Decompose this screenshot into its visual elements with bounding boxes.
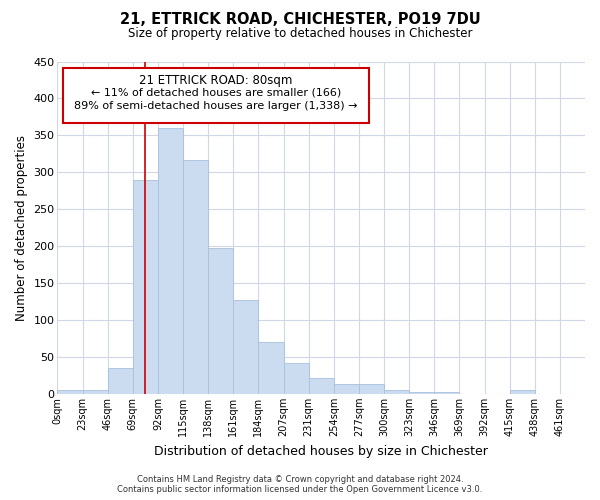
Bar — [334, 384, 359, 394]
Bar — [183, 160, 208, 394]
Bar — [509, 390, 535, 394]
Y-axis label: Number of detached properties: Number of detached properties — [15, 134, 28, 320]
Text: ← 11% of detached houses are smaller (166): ← 11% of detached houses are smaller (16… — [91, 88, 341, 98]
Bar — [308, 378, 334, 394]
Bar — [108, 368, 133, 394]
X-axis label: Distribution of detached houses by size in Chichester: Distribution of detached houses by size … — [154, 444, 488, 458]
Bar — [58, 390, 83, 394]
Bar — [409, 392, 434, 394]
Bar — [158, 128, 183, 394]
Bar — [434, 392, 460, 394]
Bar — [384, 390, 409, 394]
FancyBboxPatch shape — [63, 68, 369, 123]
Text: 89% of semi-detached houses are larger (1,338) →: 89% of semi-detached houses are larger (… — [74, 100, 358, 110]
Bar — [359, 384, 384, 394]
Text: Size of property relative to detached houses in Chichester: Size of property relative to detached ho… — [128, 28, 472, 40]
Bar — [133, 180, 158, 394]
Bar — [208, 248, 233, 394]
Bar — [284, 363, 308, 394]
Bar — [259, 342, 284, 394]
Text: 21, ETTRICK ROAD, CHICHESTER, PO19 7DU: 21, ETTRICK ROAD, CHICHESTER, PO19 7DU — [119, 12, 481, 28]
Text: Contains HM Land Registry data © Crown copyright and database right 2024.
Contai: Contains HM Land Registry data © Crown c… — [118, 474, 482, 494]
Bar — [83, 390, 108, 394]
Text: 21 ETTRICK ROAD: 80sqm: 21 ETTRICK ROAD: 80sqm — [139, 74, 292, 87]
Bar — [233, 300, 259, 394]
